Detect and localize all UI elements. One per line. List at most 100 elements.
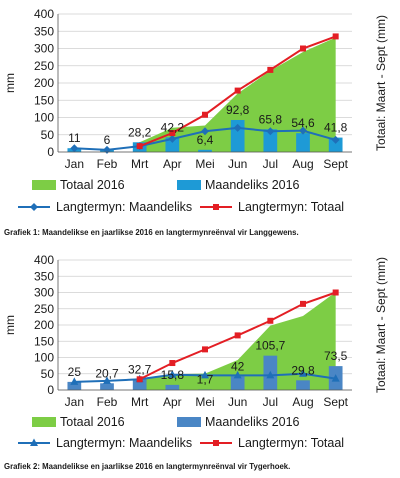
bar-maandeliks-2016 <box>198 149 212 152</box>
x-tick-label: Jan <box>65 395 84 409</box>
data-label: 25 <box>68 365 82 379</box>
area-totaal-2016 <box>139 37 336 152</box>
x-tick-label: Mrt <box>131 395 149 409</box>
y-tick-label: 200 <box>34 318 54 332</box>
legend-langtermyn-totaal: Langtermyn: Totaal <box>238 436 344 450</box>
point-langtermyn-maandeliks <box>168 134 177 143</box>
x-tick-label: Sept <box>323 395 348 409</box>
x-tick-label: Aug <box>292 395 313 409</box>
x-tick-label: Jul <box>263 395 278 409</box>
data-label: 20,7 <box>95 366 119 380</box>
point-langtermyn-maandeliks <box>299 126 307 135</box>
point-langtermyn-maandeliks <box>233 370 242 379</box>
bar-maandeliks-2016 <box>165 384 180 390</box>
bar-maandeliks-2016 <box>296 133 310 152</box>
bar-maandeliks-2016 <box>328 137 343 152</box>
data-label: 73,5 <box>324 349 348 363</box>
bar-maandeliks-2016 <box>132 379 147 390</box>
point-langtermyn-maandeliks <box>70 144 79 153</box>
x-tick-label: Feb <box>97 157 118 171</box>
point-langtermyn-totaal <box>332 289 339 296</box>
point-langtermyn-maandeliks <box>233 123 242 132</box>
point-langtermyn-totaal <box>169 360 176 367</box>
point-langtermyn-totaal <box>202 346 208 353</box>
legend-totaal-2016-swatch <box>32 417 56 427</box>
y-axis-title: mm <box>3 315 17 335</box>
point-langtermyn-totaal <box>267 66 274 73</box>
point-langtermyn-totaal <box>169 130 176 137</box>
y-axis-title-right: Totaal: Maart - Sept (mm) <box>374 15 388 151</box>
point-langtermyn-totaal <box>300 300 306 307</box>
x-tick-label: Feb <box>97 395 118 409</box>
data-label: 42 <box>231 359 245 373</box>
data-label: 6 <box>104 133 111 147</box>
point-langtermyn-totaal <box>300 45 306 52</box>
x-tick-label: Jan <box>65 157 84 171</box>
y-tick-label: 150 <box>34 334 54 348</box>
point-langtermyn-maandeliks <box>70 377 79 385</box>
chart-langgewens-svg: 0 50 100 150 200 250 300 350 400 11 6 28,2 42,2 6,4 92… <box>3 7 388 214</box>
bar-maandeliks-2016 <box>100 383 114 390</box>
x-tick-label: Jun <box>228 395 247 409</box>
data-label: 92,8 <box>226 103 250 117</box>
y-tick-label: 100 <box>34 351 54 365</box>
x-tick-label: Apr <box>163 157 182 171</box>
data-label: 42,2 <box>161 120 185 134</box>
y-tick-label: 0 <box>47 145 54 159</box>
point-langtermyn-totaal <box>234 332 241 339</box>
bar-maandeliks-2016 <box>263 129 278 152</box>
chart-tygerhoek: 0 50 100 150 200 250 300 350 400 25 20,7 32,7 15,8 1,… <box>0 252 400 478</box>
bar-maandeliks-2016 <box>67 381 82 390</box>
legend-maandeliks-2016-swatch <box>177 180 201 190</box>
data-label: 28,2 <box>128 125 152 139</box>
point-langtermyn-totaal <box>136 376 143 383</box>
point-langtermyn-totaal <box>136 143 143 150</box>
y-tick-label: 300 <box>34 286 54 300</box>
y-tick-label: 350 <box>34 269 54 283</box>
legend-totaal-2016: Totaal 2016 <box>60 415 125 429</box>
bar-maandeliks-2016 <box>296 380 310 390</box>
legend-langtermyn-totaal-marker <box>213 440 219 446</box>
x-tick-label: Mei <box>195 395 214 409</box>
y-tick-label: 400 <box>34 7 54 21</box>
data-label: 11 <box>68 131 81 145</box>
point-langtermyn-totaal <box>202 111 208 118</box>
y-tick-label: 50 <box>41 367 55 381</box>
x-tick-label: Aug <box>292 157 313 171</box>
x-tick-label: Sept <box>323 157 348 171</box>
chart-langgewens: 0 50 100 150 200 250 300 350 400 11 6 28,2 42,2 6,4 92… <box>3 7 388 237</box>
y-tick-label: 200 <box>34 76 54 90</box>
data-label: 15,8 <box>161 368 185 382</box>
y-axis-title-right: Totaal: Maart - Sept (mm) <box>374 257 388 393</box>
legend-langtermyn-maandeliks: Langtermyn: Maandeliks <box>56 200 192 214</box>
y-tick-label: 250 <box>34 59 54 73</box>
data-label: 41,8 <box>324 121 348 135</box>
y-tick-label: 100 <box>34 111 54 125</box>
legend-langtermyn-maandeliks-marker <box>30 203 38 211</box>
chart-tygerhoek-svg: 0 50 100 150 200 250 300 350 400 25 20,7 32,7 15,8 1,… <box>3 253 388 450</box>
y-tick-label: 150 <box>34 93 54 107</box>
bar-maandeliks-2016 <box>165 137 180 152</box>
x-tick-label: Mei <box>195 157 214 171</box>
point-langtermyn-maandeliks <box>266 370 275 379</box>
y-tick-label: 50 <box>41 128 55 142</box>
y-tick-label: 0 <box>47 383 54 397</box>
legend-maandeliks-2016-swatch <box>177 417 201 427</box>
y-tick-label: 300 <box>34 42 54 56</box>
chart-caption: Grafiek 1: Maandelikse en jaarlikse 2016… <box>4 228 299 237</box>
data-label: 1,7 <box>197 372 214 386</box>
point-langtermyn-maandeliks <box>168 370 177 378</box>
y-tick-label: 400 <box>34 253 54 267</box>
bar-maandeliks-2016 <box>230 376 245 390</box>
legend-maandeliks-2016: Maandeliks 2016 <box>205 415 300 429</box>
y-tick-label: 350 <box>34 24 54 38</box>
legend-totaal-2016: Totaal 2016 <box>60 178 125 192</box>
y-axis-title: mm <box>3 73 17 93</box>
point-langtermyn-totaal <box>267 317 274 324</box>
point-langtermyn-maandeliks <box>103 145 111 154</box>
data-label: 32,7 <box>128 362 152 376</box>
data-label: 29,8 <box>291 363 315 377</box>
data-label: 54,6 <box>291 116 315 130</box>
legend-maandeliks-2016: Maandeliks 2016 <box>205 178 300 192</box>
point-langtermyn-maandeliks <box>266 127 275 136</box>
